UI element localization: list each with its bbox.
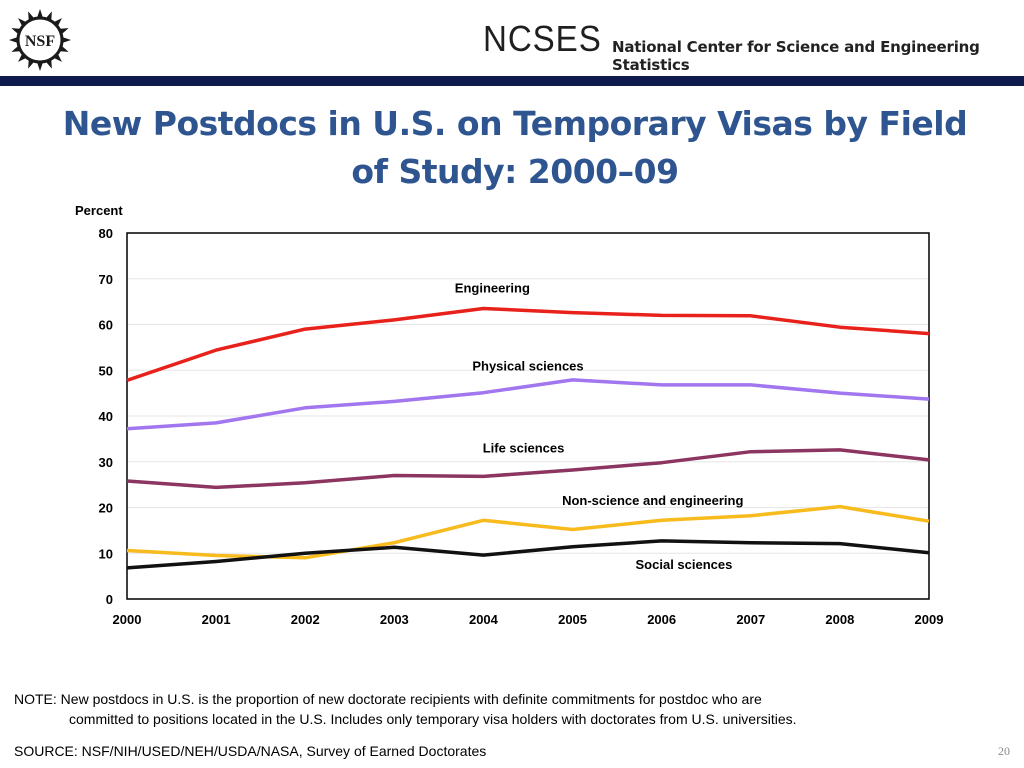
y-axis-label: Percent xyxy=(75,203,123,218)
x-tick-label: 2008 xyxy=(825,612,854,627)
header-divider-bar xyxy=(0,76,1024,86)
series-label: Life sciences xyxy=(483,441,565,456)
y-tick-label: 20 xyxy=(99,501,113,516)
nsf-logo-ray xyxy=(46,11,52,20)
y-tick-label: 80 xyxy=(99,226,113,241)
nsf-logo-ray xyxy=(60,28,69,34)
nsf-logo-ray xyxy=(9,37,18,43)
footnote-line1: NOTE: New postdocs in U.S. is the propor… xyxy=(14,691,762,707)
line-chart: 0 10 20 30 40 50 60 70 80 2000 2001 2002 2003 2004 200… xyxy=(75,203,944,627)
y-tick-label: 0 xyxy=(106,592,113,607)
x-tick-label: 2009 xyxy=(915,612,944,627)
x-tick-label: 2007 xyxy=(736,612,765,627)
nsf-logo-ray xyxy=(46,60,52,69)
nsf-logo-ray xyxy=(11,28,20,34)
nsf-logo: NSF xyxy=(9,9,71,71)
nsf-logo-ray xyxy=(37,9,43,18)
y-tick-label: 10 xyxy=(99,546,113,561)
series-line xyxy=(126,306,930,382)
slide-title: New Postdocs in U.S. on Temporary Visas … xyxy=(60,100,970,196)
nsf-logo-ray xyxy=(18,54,26,62)
y-tick-label: 40 xyxy=(99,409,113,424)
y-tick-label: 50 xyxy=(99,363,113,378)
x-tick-label: 2004 xyxy=(469,612,499,627)
x-tick-label: 2006 xyxy=(647,612,676,627)
x-tick-label: 2002 xyxy=(291,612,320,627)
nsf-logo-ray xyxy=(62,37,71,43)
footnote-line2: committed to positions located in the U.… xyxy=(69,711,797,727)
x-tick-label: 2003 xyxy=(380,612,409,627)
slide-title-line1: New Postdocs in U.S. on Temporary Visas … xyxy=(62,104,968,143)
x-tick-label: 2005 xyxy=(558,612,587,627)
slide-header: NSF NCSES National Center for Science an… xyxy=(0,0,1024,90)
svg-text:NSF: NSF xyxy=(25,33,55,50)
series-line xyxy=(126,539,930,570)
nsf-logo-ray xyxy=(60,46,69,52)
nsf-logo-ray xyxy=(28,11,34,20)
plot-frame xyxy=(126,232,930,600)
series-line xyxy=(126,378,930,431)
slide-title-line2: of Study: 2000–09 xyxy=(351,152,679,191)
source-note: SOURCE: NSF/NIH/USED/NEH/USDA/NASA, Surv… xyxy=(14,743,487,759)
ncses-wordmark: NCSES xyxy=(483,18,602,59)
nsf-logo-ray xyxy=(11,46,20,52)
x-tick-label: 2000 xyxy=(113,612,142,627)
y-tick-label: 70 xyxy=(99,272,113,287)
series-label: Social sciences xyxy=(636,557,733,572)
series-label: Engineering xyxy=(455,280,530,295)
ncses-full-name: National Center for Science and Engineer… xyxy=(612,38,980,74)
footnote: NOTE: New postdocs in U.S. is the propor… xyxy=(14,689,797,729)
nsf-logo-ray xyxy=(37,62,43,71)
series-label: Physical sciences xyxy=(472,358,583,373)
nsf-logo-ray xyxy=(28,60,34,69)
series-line xyxy=(126,448,930,490)
y-tick-label: 30 xyxy=(99,455,113,470)
nsf-logo-ray xyxy=(18,18,26,26)
nsf-logo-ray xyxy=(54,54,62,62)
page-number: 20 xyxy=(998,744,1010,758)
x-tick-label: 2001 xyxy=(202,612,231,627)
series-label: Non-science and engineering xyxy=(562,493,743,508)
y-tick-label: 60 xyxy=(99,318,113,333)
nsf-logo-ray xyxy=(54,18,62,26)
